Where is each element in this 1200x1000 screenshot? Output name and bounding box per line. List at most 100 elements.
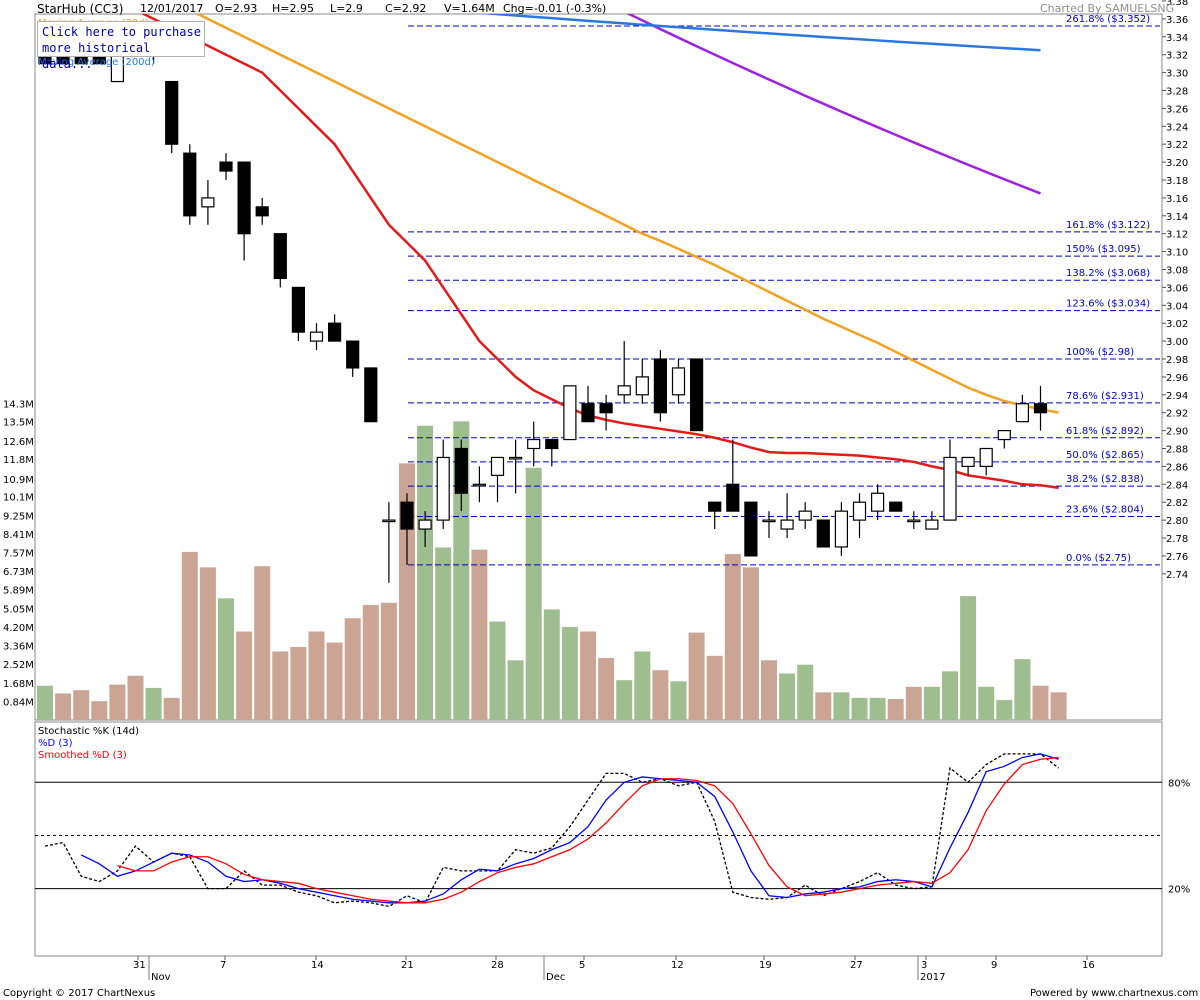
- x-axis-label: 16: [1082, 960, 1095, 971]
- volume-axis-label: 7.57M: [3, 549, 34, 560]
- candle-body: [201, 197, 215, 208]
- candle-body: [1033, 403, 1048, 414]
- price-axis-label: 2.92: [1166, 409, 1188, 420]
- candle-body: [762, 519, 776, 523]
- volume-bar: [779, 673, 796, 720]
- volume-axis-label: 0.84M: [3, 697, 34, 708]
- ma100-line: [626, 14, 1041, 195]
- copyright: Copyright © 2017 ChartNexus: [3, 988, 156, 999]
- x-axis-label: 28: [491, 960, 504, 971]
- volume-axis-label: 5.89M: [3, 586, 34, 597]
- candle-body: [400, 501, 414, 530]
- candle-body: [563, 385, 577, 441]
- volume-bar: [471, 549, 488, 720]
- price-axis-label: 3.04: [1166, 301, 1188, 312]
- stoch-k-line: [44, 753, 1060, 908]
- candle-body: [346, 340, 360, 369]
- candle-body: [309, 331, 324, 342]
- volume-axis-label: 11.8M: [3, 455, 34, 466]
- fib-label: 0.0% ($2.75): [1066, 553, 1131, 564]
- price-axis-label: 2.74: [1166, 570, 1188, 581]
- x-axis-label: 12: [671, 960, 684, 971]
- volume-bar: [362, 604, 379, 720]
- powered-by: Powered by www.chartnexus.com: [1030, 988, 1199, 999]
- volume-bar: [55, 693, 72, 720]
- price-axis-label: 3.02: [1166, 319, 1188, 330]
- price-axis-label: 3.28: [1166, 87, 1188, 98]
- volume-bar: [833, 692, 850, 720]
- volume-bar: [73, 690, 90, 720]
- volume-bar: [181, 551, 198, 720]
- x-axis-label: 3: [921, 960, 927, 971]
- price-axis-label: 2.96: [1166, 373, 1188, 384]
- volume-axis-label: 14.3M: [3, 400, 34, 411]
- volume-axis-label: 4.20M: [3, 623, 34, 634]
- candle-body: [255, 206, 269, 217]
- purchase-data-link[interactable]: Click here to purchase more historical d…: [37, 21, 205, 71]
- candle-body: [907, 519, 921, 523]
- candle-body: [689, 358, 704, 432]
- volume-bar: [797, 664, 814, 720]
- volume-bar: [91, 701, 108, 720]
- volume-bar: [905, 686, 922, 720]
- moving-average-group: [140, 14, 1059, 490]
- price-axis-label: 3.00: [1166, 337, 1188, 348]
- fib-label: 23.6% ($2.804): [1066, 505, 1144, 516]
- candle-body: [961, 456, 975, 468]
- volume-bar: [1050, 692, 1067, 720]
- price-axis-label: 3.12: [1166, 230, 1188, 241]
- chart-date: 12/01/2017: [140, 2, 204, 15]
- stoch-ref-label: 20%: [1168, 885, 1190, 896]
- volume-bar: [942, 671, 958, 720]
- price-axis-label: 2.80: [1166, 516, 1188, 527]
- candle-body: [671, 367, 686, 396]
- volume-bar: [435, 547, 452, 720]
- volume-bar: [996, 700, 1013, 720]
- volume-bar: [507, 660, 524, 720]
- volume-bar: [960, 596, 977, 720]
- volume-axis-label: 9.25M: [3, 511, 34, 522]
- stoch-ref-label: 80%: [1168, 778, 1190, 789]
- candle-body: [1015, 403, 1030, 423]
- purchase-line-2: more historical data...: [42, 41, 151, 71]
- volume-bar: [290, 646, 307, 720]
- candle-body: [165, 80, 179, 145]
- candle-body: [291, 286, 305, 333]
- price-axis-label: 3.34: [1166, 33, 1188, 44]
- volume-bar: [742, 567, 759, 720]
- price-axis-label: 2.88: [1166, 445, 1188, 456]
- volume-bar: [109, 684, 126, 720]
- price-axis-label: 3.08: [1166, 266, 1188, 277]
- candle-body: [454, 447, 468, 494]
- volume-bar: [272, 651, 289, 720]
- candle-body: [382, 519, 396, 523]
- volume-bar: [1014, 659, 1031, 720]
- price-axis-label: 3.16: [1166, 194, 1188, 205]
- volume-axis-label: 6.73M: [3, 567, 34, 578]
- candle-body: [635, 376, 649, 396]
- x-axis-label: 7: [220, 960, 226, 971]
- volume-bar: [380, 602, 397, 720]
- fib-label: 161.8% ($3.122): [1066, 220, 1150, 231]
- price-axis-label: 3.10: [1166, 248, 1188, 259]
- x-axis-label: 31: [133, 960, 146, 971]
- candle-body: [798, 510, 812, 521]
- price-axis-label: 3.30: [1166, 69, 1188, 80]
- volume-bar: [37, 685, 53, 720]
- price-axis-label: 3.14: [1166, 212, 1188, 223]
- change-value: Chg=-0.01 (-0.3%): [503, 2, 607, 15]
- month-label: 2017: [920, 972, 945, 983]
- candle-body: [708, 501, 722, 512]
- price-axis-label: 3.20: [1166, 158, 1188, 169]
- volume-bar: [218, 598, 234, 720]
- fib-label: 61.8% ($2.892): [1066, 426, 1144, 437]
- volume-bar: [887, 698, 904, 720]
- volume-bar: [145, 687, 162, 720]
- volume-bar: [344, 618, 361, 720]
- stoch-legend-d: %D (3): [38, 738, 73, 749]
- fib-label: 78.6% ($2.931): [1066, 391, 1144, 402]
- candle-body: [653, 358, 668, 414]
- volume-axis-label: 12.6M: [3, 437, 34, 448]
- candle-body: [490, 456, 505, 476]
- ma50-line: [195, 14, 1059, 414]
